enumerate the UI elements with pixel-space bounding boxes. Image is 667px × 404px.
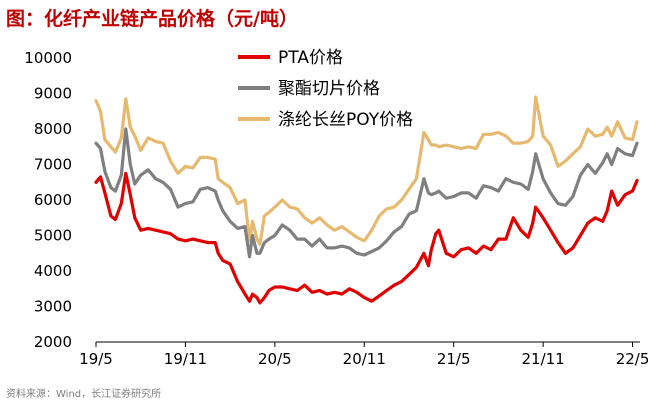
series-line-pta: [94, 171, 639, 305]
x-tick-label: 22/5: [616, 350, 650, 368]
y-tick-label: 6000: [34, 191, 72, 209]
y-tick-label: 4000: [34, 262, 72, 280]
legend-item-polyester-chip-label: 聚酯切片价格: [278, 79, 380, 99]
series-line-poy: [94, 95, 639, 246]
series-group: [94, 95, 639, 305]
x-tick-label: 20/5: [258, 350, 292, 368]
legend-item-pta-label: PTA价格: [278, 48, 343, 68]
x-axis: 19/5 19/11 20/5 20/11 21/5 21/11 22/5: [79, 341, 650, 368]
y-tick-label: 7000: [34, 156, 72, 174]
series-line-polyester-chip: [94, 127, 639, 259]
y-tick-label: 9000: [34, 85, 72, 103]
y-axis: 2000 3000 4000 5000 6000 7000 8000 9000 10000: [24, 49, 72, 351]
y-tick-label: 3000: [34, 298, 72, 316]
chart-title: 图：化纤产业链产品价格（元/吨）: [6, 8, 298, 30]
y-tick-label: 10000: [24, 49, 72, 67]
x-tick-label: 19/11: [164, 350, 207, 368]
x-tick-label: 21/5: [437, 350, 471, 368]
y-tick-label: 5000: [34, 227, 72, 245]
x-tick-label: 21/11: [522, 350, 565, 368]
x-tick-label: 20/11: [343, 350, 386, 368]
x-tick-label: 19/5: [79, 350, 113, 368]
y-tick-label: 2000: [34, 333, 72, 351]
y-tick-label: 8000: [34, 120, 72, 138]
legend-item-poy-label: 涤纶长丝POY价格: [278, 110, 413, 130]
source-note: 资料来源：Wind，长江证券研究所: [6, 389, 162, 400]
